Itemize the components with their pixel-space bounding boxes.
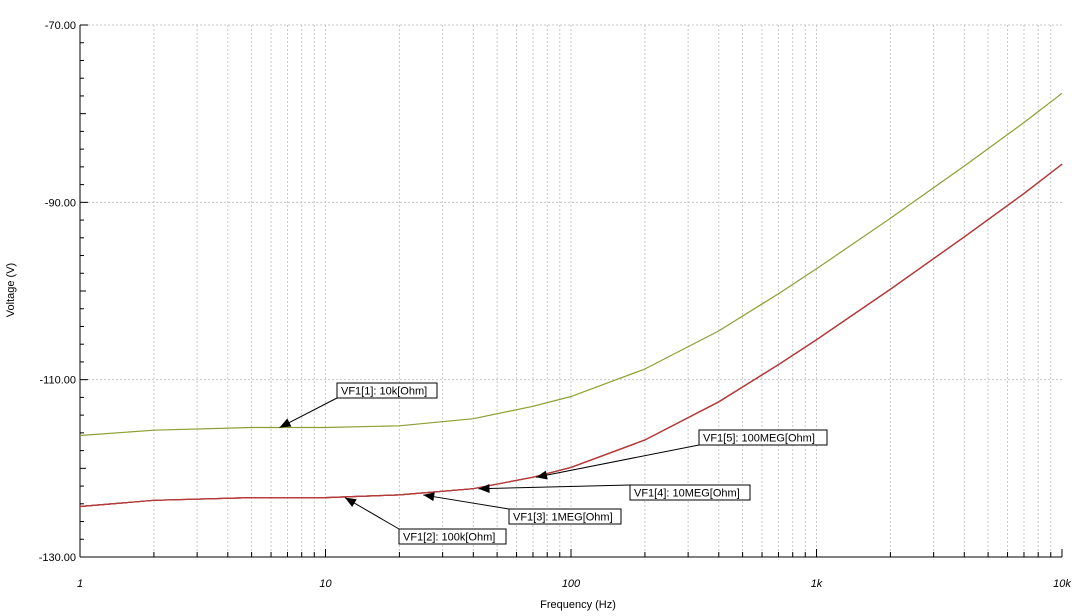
- x-tick-label: 1k: [811, 578, 823, 590]
- annotation-box: [336, 382, 438, 399]
- annotation-label: VF1[2]: 100k[Ohm]: [403, 532, 495, 544]
- annotation-arrow-head: [279, 418, 292, 428]
- grid: [80, 24, 1062, 558]
- series-line-5: [79, 163, 1063, 508]
- annotation-label: VF1[4]: 10MEG[Ohm]: [634, 488, 740, 500]
- x-tick-label: 10: [319, 578, 332, 590]
- x-axis-title: Frequency (Hz): [540, 599, 616, 611]
- annotation-label: VF1[3]: 1MEG[Ohm]: [513, 512, 613, 524]
- annotation-box: [698, 429, 828, 446]
- annotation-box: [629, 484, 751, 501]
- y-tick-label: -90.00: [45, 197, 76, 209]
- annotation-arrow-line: [478, 484, 631, 490]
- annotation-label: VF1[5]: 100MEG[Ohm]: [703, 433, 815, 445]
- x-tick-label: 100: [562, 578, 581, 590]
- series-line-1: [79, 92, 1063, 437]
- axes: 1 10 100 1k 10k -70.00 -90.00 -110.00 -130.00: [39, 20, 1072, 590]
- annotation-arrow-head: [344, 497, 357, 508]
- series-layer: [79, 92, 1063, 508]
- annotation-box: [398, 528, 507, 545]
- y-axis-title: Voltage (V): [5, 263, 17, 317]
- annotation-arrow-line: [423, 494, 510, 510]
- x-tick-label: 1: [77, 578, 83, 590]
- y-tick-label: -110.00: [40, 375, 77, 387]
- annotation-arrow-line: [535, 444, 700, 478]
- annotation-layer: VF1[1]: 10k[Ohm] VF1[2]: 100k[Ohm] VF1[3]:…: [279, 382, 828, 545]
- annotation-label: VF1[1]: 10k[Ohm]: [341, 386, 427, 398]
- annotation-arrow-head: [478, 483, 490, 493]
- annotation-arrow-head: [423, 492, 435, 502]
- x-tick-label: 10k: [1053, 578, 1071, 590]
- y-tick-label: -70.00: [45, 20, 76, 32]
- annotation-box: [508, 508, 622, 525]
- annotation-arrow-head: [535, 470, 548, 480]
- y-tick-label: -130.00: [39, 552, 76, 564]
